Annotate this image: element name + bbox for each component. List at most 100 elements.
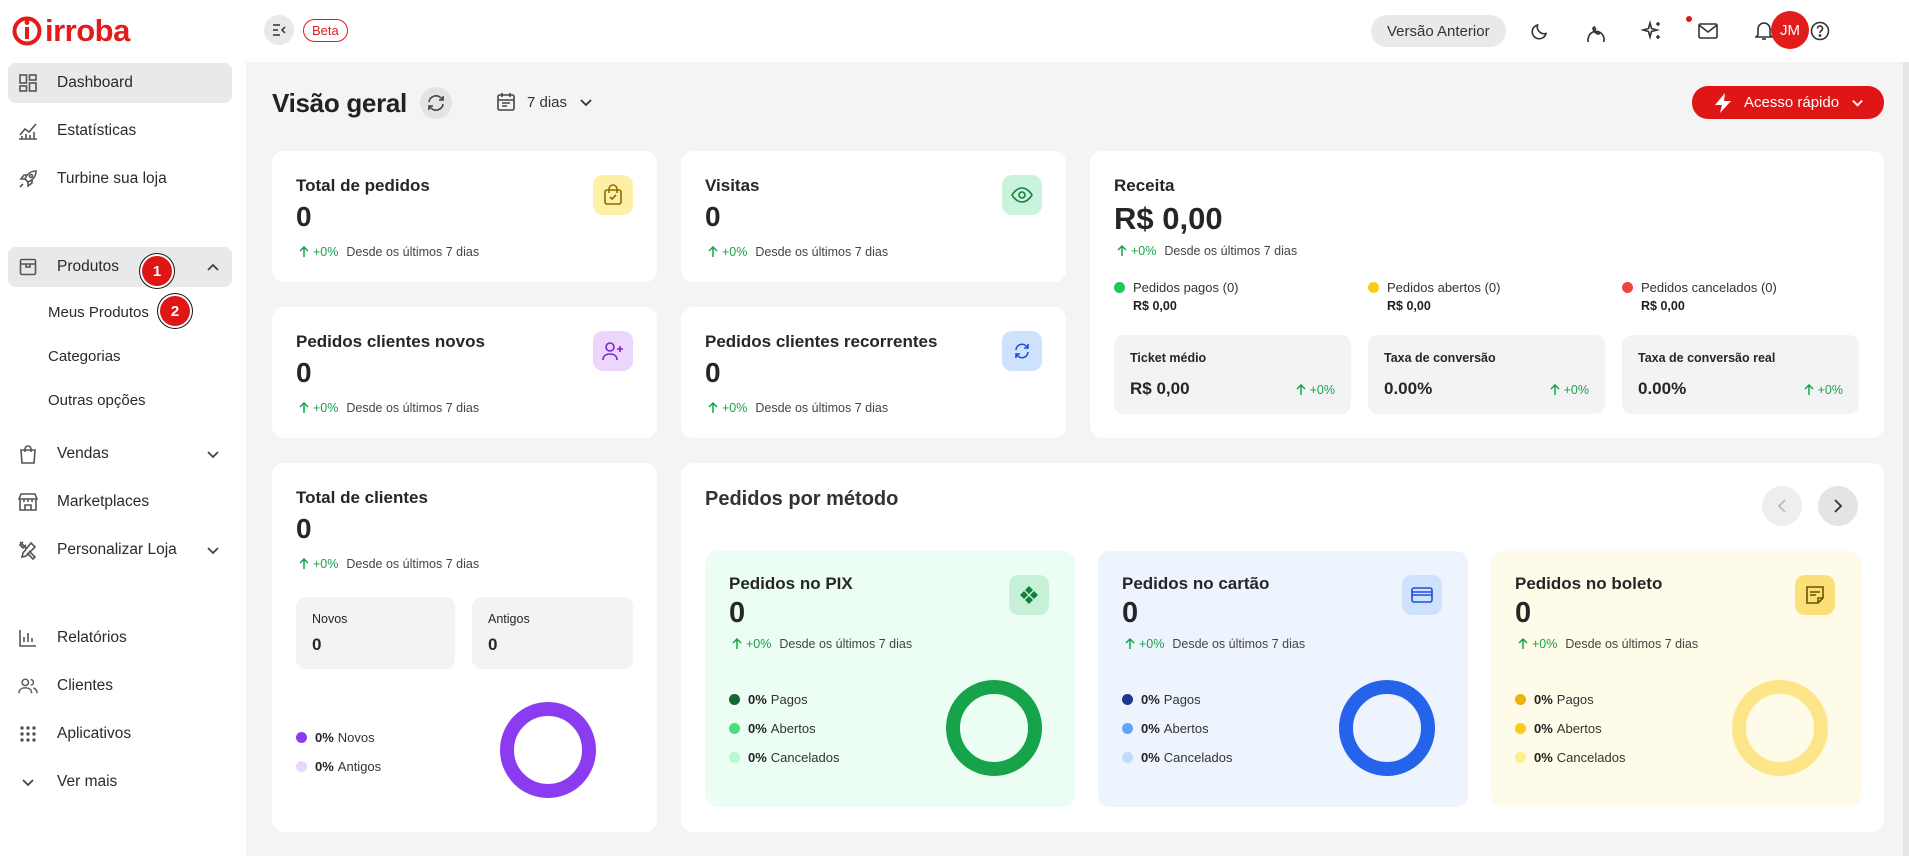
legend-cancelados: 0% Cancelados [1515,750,1625,765]
delta-period: Desde os últimos 7 dias [755,245,889,259]
sidebar-item-turbine[interactable]: Turbine sua loja [8,159,232,199]
sidebar-item-clientes[interactable]: Clientes [8,666,232,706]
legend-dot [296,761,307,772]
legend-label: Pagos [1163,692,1201,707]
arrow-up-icon [299,558,309,569]
delta-period: Desde os últimos 7 dias [1164,244,1298,258]
calendar-icon [497,93,515,111]
delta-row: +0% Desde os últimos 7 dias [1124,637,1305,651]
rocket-icon [18,169,38,189]
sidebar-subitem-categorias[interactable]: Categorias [48,348,121,365]
sidebar-subitem-meus-produtos[interactable]: Meus Produtos [48,304,149,321]
dark-mode-icon[interactable] [1528,19,1552,43]
card-value: 0 [296,201,312,232]
total-pedidos-card: Total de pedidos 0 +0% Desde os últimos … [272,151,657,282]
pix-donut-chart [946,680,1042,776]
pedidos-clientes-recorrentes-card: Pedidos clientes recorrentes 0 +0% Desde… [681,307,1066,438]
status-row: Pedidos cancelados (0) [1622,280,1777,295]
card-title: Total de clientes [296,488,428,507]
chevron-down-icon[interactable] [206,447,220,461]
whatsapp-icon[interactable] [1584,19,1608,43]
sidebar-item-label: Clientes [57,677,113,694]
status-dot [1114,282,1125,293]
legend-dot [1122,752,1133,763]
refresh-button[interactable] [420,87,452,119]
arrow-up-icon [1125,638,1135,649]
sidebar-item-marketplaces[interactable]: Marketplaces [8,482,232,522]
sidebar-item-relatorios[interactable]: Relatórios [8,618,232,658]
visitas-card: Visitas 0 +0% Desde os últimos 7 dias [681,151,1066,282]
sidebar-item-vendas[interactable]: Vendas [8,434,232,474]
delta-row: +0% Desde os últimos 7 dias [707,245,888,259]
sidebar-item-aplicativos[interactable]: Aplicativos [8,714,232,754]
scrollbar[interactable] [1903,62,1909,856]
credit-card-icon [1402,575,1442,615]
delta-row: +0% Desde os últimos 7 dias [731,637,912,651]
carousel-prev-button[interactable] [1762,486,1802,526]
status-value: R$ 0,00 [1133,299,1177,313]
sidebar-item-ver-mais[interactable]: Ver mais [8,762,232,802]
legend-label: Abertos [1556,721,1602,736]
legend-pct: 0% [748,721,767,736]
previous-version-button[interactable]: Versão Anterior [1371,15,1506,47]
chevron-down-icon[interactable] [206,543,220,557]
period-label: 7 dias [527,93,568,111]
period-selector[interactable]: 7 dias [496,92,593,112]
irroba-logo[interactable]: irroba [12,13,130,49]
pedidos-clientes-novos-card: Pedidos clientes novos 0 +0% Desde os úl… [272,307,657,438]
status-label: Pedidos cancelados (0) [1641,280,1777,295]
irroba-logo-icon [12,16,42,46]
legend-pct: 0% [1141,721,1160,736]
delta-value: +0% [1817,383,1843,397]
metric-label: Ticket médio [1130,351,1207,365]
delta-row: +0% Desde os últimos 7 dias [298,245,479,259]
legend-label: Abertos [770,721,816,736]
receita-status-cancelados: Pedidos cancelados (0) R$ 0,00 [1622,280,1777,313]
legend-label: Cancelados [1556,750,1626,765]
delta-row: +0% Desde os últimos 7 dias [1517,637,1698,651]
sidebar-item-label: Turbine sua loja [57,170,167,187]
sidebar-item-label: Produtos [57,258,120,275]
legend-pct: 0% [1141,750,1160,765]
delta-period: Desde os últimos 7 dias [346,557,480,571]
chevron-up-icon[interactable] [206,260,220,274]
help-icon[interactable] [1808,19,1832,43]
card-title: Pedidos clientes novos [296,332,485,351]
box-label: Antigos [488,612,530,626]
arrow-up-icon [1518,638,1528,649]
ai-sparkle-icon[interactable] [1640,19,1664,43]
sidebar-item-produtos[interactable]: Produtos [8,247,232,287]
chevron-down-icon [580,99,592,107]
delta-period: Desde os últimos 7 dias [1172,637,1306,651]
sidebar-item-label: Estatísticas [57,122,137,139]
user-avatar[interactable]: JM [1771,11,1809,49]
legend-label: Pagos [1556,692,1594,707]
sidebar-item-label: Aplicativos [57,725,132,742]
mail-icon[interactable] [1696,19,1720,43]
delta-value: +0% [722,245,748,259]
legend-abertos: 0% Abertos [1515,721,1602,736]
receita-status-abertos: Pedidos abertos (0) R$ 0,00 [1368,280,1500,313]
sidebar-item-dashboard[interactable]: Dashboard [8,63,232,103]
status-row: Pedidos abertos (0) [1368,280,1500,295]
bell-icon[interactable] [1752,19,1776,43]
collapse-menu-button[interactable] [264,15,294,45]
delta-value: +0% [313,401,339,415]
carousel-next-button[interactable] [1818,486,1858,526]
sidebar: irroba Dashboard Estatísticas Turbine su… [0,0,246,856]
arrow-up-icon [299,402,309,413]
legend-label: Antigos [337,759,382,774]
pedidos-cartao-card: Pedidos no cartão 0 +0% Desde os últimos… [1098,551,1468,807]
notification-dot [1686,16,1692,22]
sidebar-item-estatisticas[interactable]: Estatísticas [8,111,232,151]
chevron-right-icon [1834,499,1843,513]
arrow-up-icon [1804,384,1814,395]
legend-dot [296,732,307,743]
delta-value: +0% [1131,244,1157,258]
sidebar-subitem-outras-opcoes[interactable]: Outras opções [48,392,146,409]
metric-delta: +0% [1549,383,1589,397]
sidebar-item-personalizar[interactable]: Personalizar Loja [8,530,232,570]
card-value: 0 [705,201,721,232]
card-title: Visitas [705,176,760,195]
quick-access-button[interactable]: Acesso rápido [1692,86,1884,119]
